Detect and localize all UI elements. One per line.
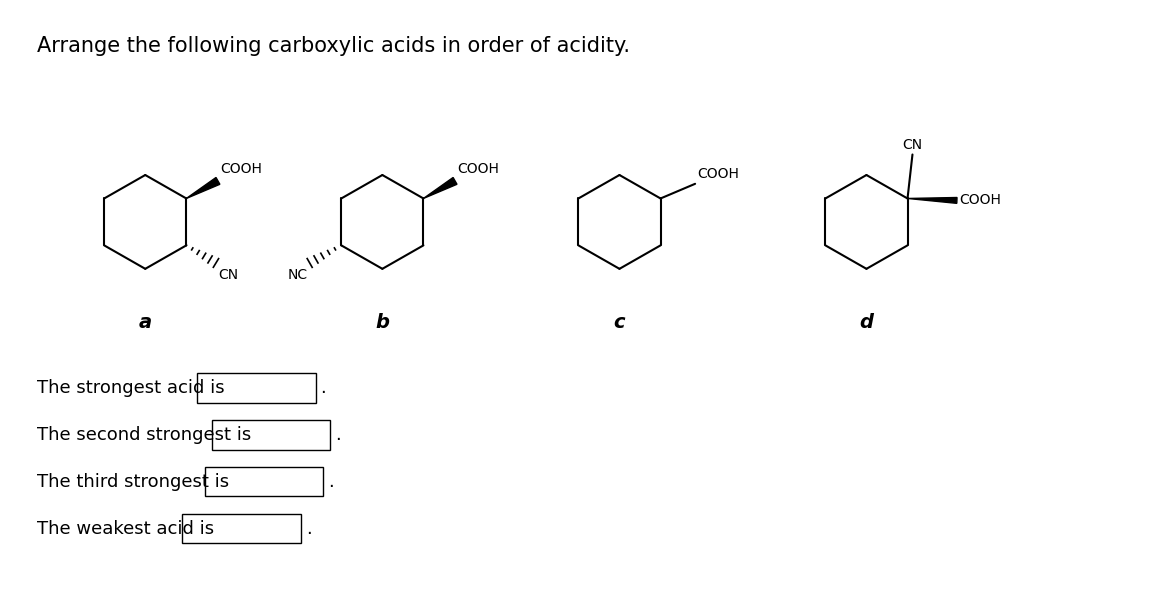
Text: The second strongest is: The second strongest is [37,426,251,444]
Text: .: . [328,473,334,491]
Text: The strongest acid is: The strongest acid is [37,379,225,397]
FancyBboxPatch shape [212,420,331,449]
Text: The third strongest is: The third strongest is [37,473,229,491]
Text: CN: CN [218,268,238,282]
Text: a: a [138,313,152,332]
FancyBboxPatch shape [197,373,316,402]
Text: c: c [614,313,626,332]
Text: COOH: COOH [697,167,738,181]
Text: .: . [335,426,341,444]
Text: b: b [376,313,389,332]
Text: .: . [320,379,326,397]
Text: COOH: COOH [457,162,499,176]
Polygon shape [908,198,957,203]
FancyBboxPatch shape [205,467,323,497]
Text: The weakest acid is: The weakest acid is [37,520,214,537]
Text: COOH: COOH [220,162,262,176]
Text: CN: CN [902,137,923,151]
Text: Arrange the following carboxylic acids in order of acidity.: Arrange the following carboxylic acids i… [37,36,630,57]
Text: .: . [305,520,311,537]
Text: NC: NC [288,268,308,282]
FancyBboxPatch shape [182,514,301,544]
Text: d: d [859,313,873,332]
Polygon shape [424,178,457,198]
Polygon shape [187,178,220,198]
Text: COOH: COOH [958,193,1001,207]
